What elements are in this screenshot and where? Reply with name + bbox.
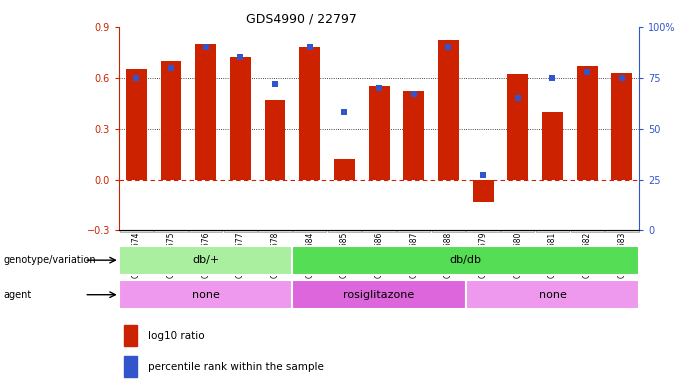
Text: log10 ratio: log10 ratio — [148, 331, 204, 341]
Bar — [577, 66, 598, 180]
Bar — [507, 74, 528, 180]
Point — [235, 55, 245, 61]
FancyBboxPatch shape — [605, 230, 639, 232]
Bar — [473, 180, 494, 202]
Bar — [611, 73, 632, 180]
Point — [443, 44, 454, 50]
FancyBboxPatch shape — [362, 230, 396, 232]
Bar — [369, 86, 390, 180]
Bar — [265, 100, 286, 180]
Text: db/+: db/+ — [192, 255, 220, 265]
Bar — [119, 280, 292, 309]
Bar — [124, 356, 137, 377]
Point — [512, 95, 523, 101]
FancyBboxPatch shape — [258, 230, 292, 232]
Title: GDS4990 / 22797: GDS4990 / 22797 — [245, 13, 356, 26]
Bar — [334, 159, 355, 180]
Bar — [292, 246, 639, 275]
Text: db/db: db/db — [449, 255, 482, 265]
Bar — [160, 61, 182, 180]
Bar — [466, 280, 639, 309]
FancyBboxPatch shape — [501, 230, 534, 232]
Bar — [119, 246, 292, 275]
FancyBboxPatch shape — [536, 230, 569, 232]
Bar — [542, 112, 563, 180]
Bar — [292, 280, 466, 309]
FancyBboxPatch shape — [571, 230, 604, 232]
FancyBboxPatch shape — [293, 230, 326, 232]
Point — [269, 81, 280, 87]
FancyBboxPatch shape — [466, 230, 500, 232]
Point — [408, 91, 419, 97]
Point — [165, 65, 176, 71]
FancyBboxPatch shape — [328, 230, 361, 232]
Bar — [403, 91, 424, 180]
FancyBboxPatch shape — [189, 230, 222, 232]
Bar — [195, 44, 216, 180]
Point — [339, 109, 350, 116]
Point — [304, 44, 315, 50]
Point — [581, 69, 592, 75]
Text: percentile rank within the sample: percentile rank within the sample — [148, 362, 324, 372]
Bar — [230, 58, 251, 180]
Bar — [126, 69, 147, 180]
Point — [547, 74, 558, 81]
Bar — [438, 40, 459, 180]
Text: genotype/variation: genotype/variation — [3, 255, 96, 265]
Point — [477, 172, 488, 179]
Text: rosiglitazone: rosiglitazone — [343, 290, 415, 300]
FancyBboxPatch shape — [154, 230, 188, 232]
Point — [616, 74, 627, 81]
FancyBboxPatch shape — [224, 230, 257, 232]
Bar — [299, 47, 320, 180]
Point — [131, 74, 141, 81]
FancyBboxPatch shape — [397, 230, 430, 232]
Text: none: none — [539, 290, 566, 300]
Point — [373, 85, 384, 91]
Point — [200, 44, 211, 50]
Bar — [124, 325, 137, 346]
Text: none: none — [192, 290, 220, 300]
Text: agent: agent — [3, 290, 32, 300]
FancyBboxPatch shape — [120, 230, 153, 232]
FancyBboxPatch shape — [432, 230, 465, 232]
